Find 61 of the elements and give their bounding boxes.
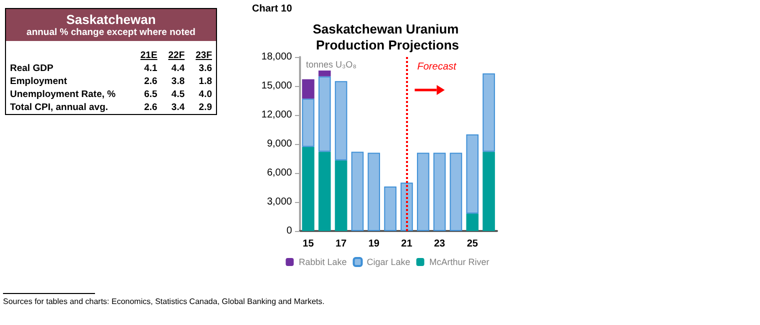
category-label: Total CPI, annual avg. [10,102,108,113]
caption: Chart 10 [252,4,292,14]
y-tick-label: 6,000 [266,168,292,178]
y-tick-label: 18,000 [261,52,292,62]
bar [318,76,331,152]
x-tick-label: 25 [466,238,478,250]
legend-label: McArthur River [429,257,490,267]
y-tick-label: 0 [286,226,292,236]
bar [368,152,380,231]
legend-label: Rabbit Lake [298,257,347,267]
y-tick-label: 15,000 [261,80,292,92]
bar [334,81,348,160]
bar [466,134,479,214]
text: 2.9 [198,102,212,113]
bar [302,146,314,231]
bar [334,160,348,231]
text: 3.6 [198,63,212,74]
bar [416,152,430,231]
text: 3.8 [171,76,185,87]
y-tick-label: 3,000 [266,196,292,208]
text: 3.4 [171,102,185,113]
x-tick-label: 17 [335,238,348,250]
text: Saskatchewan [65,12,157,27]
bar [400,182,413,231]
text: 2.6 [144,76,158,87]
text: 2.6 [144,102,158,113]
text: 4.5 [171,89,185,100]
bar [482,73,495,152]
x-tick-label: 21 [401,238,413,250]
bar [466,214,479,231]
bar [302,79,314,99]
text: 4.0 [198,89,212,100]
text: 4.1 [144,63,158,74]
source-note: Sources for tables and charts: Economics, Statistics Canada, Global Banking and Markets. [3,296,324,306]
y-axis-title: tonnes U₃O₈ [306,60,357,70]
bar [351,152,364,231]
category-label: Real GDP [10,63,54,74]
chart-title: Saskatchewan Uranium Production Projections [312,22,462,52]
bar [433,152,446,231]
category-label: 23F [194,49,213,62]
category-label: Employment [10,76,68,87]
y-tick-label: 12,000 [261,110,292,120]
bar [450,152,462,231]
y-tick-label: 9,000 [266,138,292,150]
bar [482,152,495,231]
bar [318,152,331,231]
bar [318,70,331,76]
x-tick-label: 15 [302,238,314,250]
category-label: 21E [139,49,158,62]
text: 4.4 [171,63,185,74]
text: 6.5 [144,89,158,100]
bar [302,98,314,147]
text: 1.8 [198,76,212,87]
bar [384,186,396,231]
category-label: Unemployment Rate, % [10,89,116,100]
ref-line-label: Forecast [417,62,458,72]
text: annual % change except where noted [26,27,196,38]
x-tick-label: 19 [368,238,380,250]
category-label: 22F [167,49,186,62]
x-tick-label: 23 [434,238,446,250]
legend-label: Cigar Lake [366,257,410,267]
